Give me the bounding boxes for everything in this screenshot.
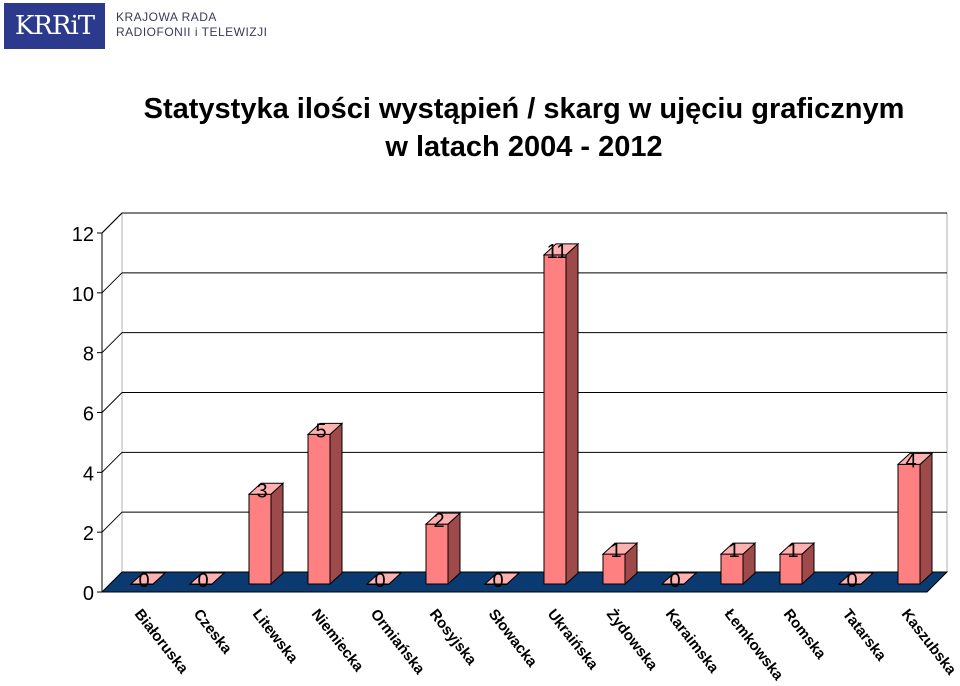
y-tick-label: 8 xyxy=(83,344,94,366)
y-axis-top-diagonal xyxy=(101,212,123,234)
x-tick-label: Rosyjska xyxy=(426,606,480,669)
chart-title-line-2: w latach 2004 - 2012 xyxy=(385,131,663,163)
x-tick-label: Łemkowska xyxy=(721,606,787,684)
bar-top xyxy=(129,572,167,585)
x-tick-label: Litewska xyxy=(249,606,302,667)
x-tick-label: Tatarska xyxy=(839,606,890,665)
y-tick-label: 12 xyxy=(72,224,94,246)
logo-line-1: KRAJOWA RADA xyxy=(116,10,217,24)
grid-diagonal xyxy=(101,511,123,533)
chart-title-line-1: Statystyka ilości wystąpień / skarg w uj… xyxy=(143,93,905,125)
logo-line-2: RADIOFONII i TELEWIZJI xyxy=(116,25,268,39)
bar-side xyxy=(270,482,284,586)
data-label: 0 xyxy=(492,570,503,592)
bar-top xyxy=(660,572,698,585)
bar-top xyxy=(542,243,580,256)
bar-top xyxy=(837,572,875,585)
bar xyxy=(897,463,921,585)
bar-top xyxy=(719,542,757,555)
bar-top xyxy=(188,572,226,585)
data-label: 1 xyxy=(787,540,798,562)
logo-text: KRAJOWA RADA RADIOFONII i TELEWIZJI xyxy=(116,10,267,40)
grid-diagonal xyxy=(101,392,123,413)
data-label: 11 xyxy=(547,241,568,263)
bar-top xyxy=(365,572,403,585)
data-label: 0 xyxy=(669,570,680,592)
chart-title: Statystyka ilości wystąpień / skarg w uj… xyxy=(0,90,960,166)
data-label: 3 xyxy=(256,480,267,502)
grid-diagonal xyxy=(101,332,123,354)
bar-side xyxy=(329,422,343,586)
bar-top xyxy=(483,572,521,585)
data-label: 5 xyxy=(315,420,326,442)
data-label: 1 xyxy=(610,540,621,562)
grid-diagonal xyxy=(101,272,123,294)
y-tick-label: 2 xyxy=(83,523,94,545)
krrit-logo: KRRiT xyxy=(4,3,105,49)
data-label: 0 xyxy=(846,570,857,592)
y-tick-label: 6 xyxy=(83,404,94,426)
y-tick-label: 0 xyxy=(83,583,94,605)
data-label: 0 xyxy=(197,570,208,592)
bar-top xyxy=(306,422,344,435)
y-tick-label: 4 xyxy=(83,463,94,485)
bar-top xyxy=(778,542,816,555)
grid-diagonal xyxy=(101,451,123,473)
bar-side xyxy=(565,242,579,586)
bar-top xyxy=(896,452,934,465)
x-tick-label: Żydowska xyxy=(603,606,661,674)
bar xyxy=(425,523,449,585)
bar xyxy=(543,254,567,585)
data-label: 1 xyxy=(728,540,739,562)
data-label: 0 xyxy=(374,570,385,592)
bar-side xyxy=(447,512,461,586)
data-label: 4 xyxy=(905,450,916,472)
bar-side xyxy=(919,452,933,586)
x-tick-label: Kaszubska xyxy=(898,606,960,679)
x-tick-label: Ukraińska xyxy=(544,606,602,673)
data-label: 0 xyxy=(138,570,149,592)
x-tick-label: Słowacka xyxy=(485,606,541,671)
x-tick-label: Czeska xyxy=(190,606,236,658)
header: KRRiT KRAJOWA RADA RADIOFONII i TELEWIZJ… xyxy=(0,0,960,60)
x-tick-label: Karaimska xyxy=(662,606,723,677)
bar-top xyxy=(247,482,285,495)
bar xyxy=(307,433,331,585)
x-tick-label: Białoruska xyxy=(131,606,192,677)
bar-top xyxy=(601,542,639,555)
bar xyxy=(248,493,272,585)
y-tick-label: 10 xyxy=(72,284,94,306)
bar-top xyxy=(424,512,462,525)
data-label: 2 xyxy=(433,510,444,532)
x-tick-label: Romska xyxy=(780,606,830,663)
chart-floor xyxy=(100,571,949,593)
x-tick-label: Niemiecka xyxy=(308,606,367,675)
logo-mark: KRRiT xyxy=(14,11,95,41)
x-tick-label: Ormiańska xyxy=(367,606,429,678)
